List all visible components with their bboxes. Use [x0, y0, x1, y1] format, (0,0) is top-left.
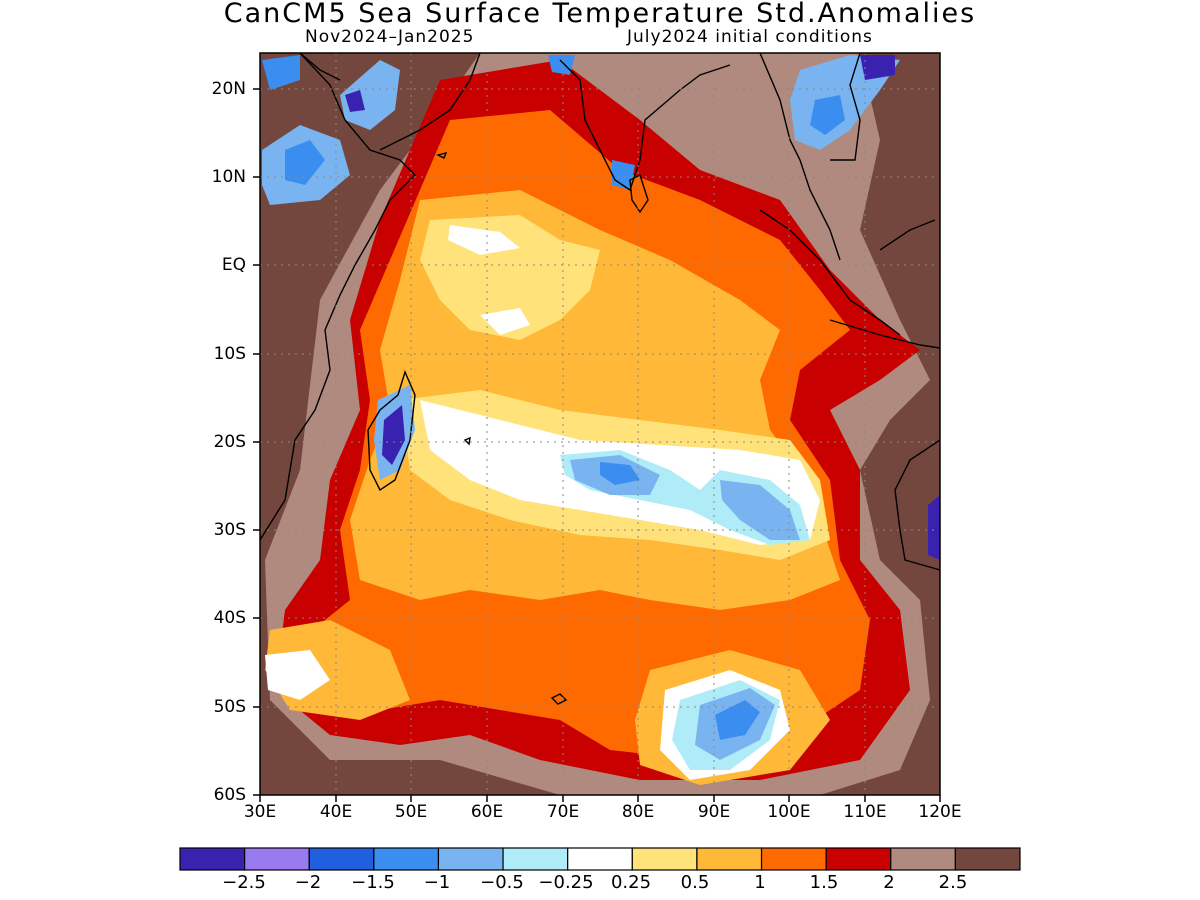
lon-label-110e: 110E — [843, 802, 887, 822]
colorbar-label: 1 — [754, 872, 766, 893]
coastline-bay-of-bengal-east — [830, 53, 861, 161]
field-level-neg-0-5 — [720, 480, 800, 540]
colorbar-label: −1.5 — [351, 872, 395, 893]
field-level-neg-2-5 — [382, 405, 405, 465]
field-level-neg-1 — [810, 95, 845, 135]
colorbar-label: −0.25 — [538, 872, 594, 893]
axis-ticks — [253, 88, 941, 802]
lat-label-10n: 10N — [211, 167, 246, 187]
field-level-neg-1 — [262, 55, 300, 90]
coastline-australia — [894, 439, 940, 571]
forecast-period: Nov2024–Jan2025 — [305, 27, 475, 47]
lat-label-20s: 20S — [213, 432, 246, 452]
colorbar-label: −2.5 — [222, 872, 266, 893]
colorbar-label: 0.25 — [610, 872, 652, 893]
colorbar-swatch — [502, 847, 569, 871]
coastline-sumatra — [759, 209, 901, 336]
lat-label-20n: 20N — [211, 79, 246, 99]
lat-label-10s: 10S — [213, 344, 246, 364]
field-neutral — [480, 308, 530, 335]
coastline-sri-lanka — [629, 174, 649, 214]
colorbar-label: −1 — [423, 872, 451, 893]
plot-frame — [259, 52, 941, 796]
colorbar-swatch — [567, 847, 633, 871]
coastline-mauritius — [463, 436, 471, 446]
coastline-india — [559, 59, 731, 192]
lon-label-80e: 80E — [621, 802, 655, 822]
coastline-indochina — [759, 53, 841, 261]
coastline-arabia — [379, 53, 481, 151]
colorbar-label: −0.5 — [480, 872, 524, 893]
lon-label-50e: 50E — [394, 802, 428, 822]
field-level-neg-1 — [548, 55, 575, 75]
lat-label-60s: 60S — [213, 785, 246, 805]
field-level-neg-2-5 — [928, 495, 940, 560]
colorbar-swatch — [244, 847, 310, 871]
chart-title: CanCM5 Sea Surface Temperature Std.Anoma… — [223, 0, 977, 29]
colorbar-swatch — [890, 847, 956, 871]
colorbar-swatch — [760, 847, 827, 871]
field-level-neg-1 — [600, 462, 640, 485]
colorbar-swatch — [696, 847, 763, 871]
lon-label-70e: 70E — [546, 802, 580, 822]
lat-label-30s: 30S — [213, 520, 246, 540]
lon-label-40e: 40E — [319, 802, 353, 822]
field-level-neg-1 — [340, 60, 400, 130]
lat-label-eq: EQ — [221, 255, 246, 275]
initial-conditions: July2024 initial conditions — [627, 27, 873, 47]
lat-label-40s: 40S — [213, 608, 246, 628]
colorbar-swatch — [179, 847, 246, 871]
colorbar — [179, 847, 1021, 871]
lon-label-100e: 100E — [767, 802, 811, 822]
lon-label-30e: 30E — [243, 802, 277, 822]
anomaly-field — [260, 53, 940, 795]
lon-label-60e: 60E — [470, 802, 504, 822]
coastline-java — [829, 319, 940, 349]
colorbar-label: 0.5 — [680, 872, 710, 893]
colorbar-swatch — [825, 847, 892, 871]
gridlines — [260, 53, 940, 795]
colorbar-label: 2.5 — [938, 872, 968, 893]
field-level-neg-1 — [715, 700, 760, 740]
colorbar-swatch — [437, 847, 504, 871]
coastlines — [260, 53, 940, 705]
coastline-red-sea — [299, 53, 341, 81]
field-level-neg-1-5 — [285, 140, 325, 185]
colorbar-swatch — [308, 847, 375, 871]
field-level-neg-2 — [860, 55, 895, 80]
colorbar-swatch — [373, 847, 440, 871]
lon-label-120e: 120E — [918, 802, 962, 822]
lat-label-50s: 50S — [213, 697, 246, 717]
field-neutral — [265, 650, 330, 700]
colorbar-swatch — [631, 847, 698, 871]
field-neutral — [448, 225, 520, 255]
colorbar-swatch — [954, 847, 1021, 871]
coastline-socotra — [435, 151, 448, 159]
coastline-africa — [260, 53, 416, 541]
field-level-neg-2 — [345, 90, 365, 112]
colorbar-label: 2 — [883, 872, 895, 893]
lon-label-90e: 90E — [697, 802, 731, 822]
coastline-kerguelen — [550, 693, 568, 705]
colorbar-label: −2 — [294, 872, 322, 893]
colorbar-label: 1.5 — [809, 872, 839, 893]
coastline-madagascar — [367, 369, 416, 492]
coastline-borneo — [879, 219, 936, 251]
